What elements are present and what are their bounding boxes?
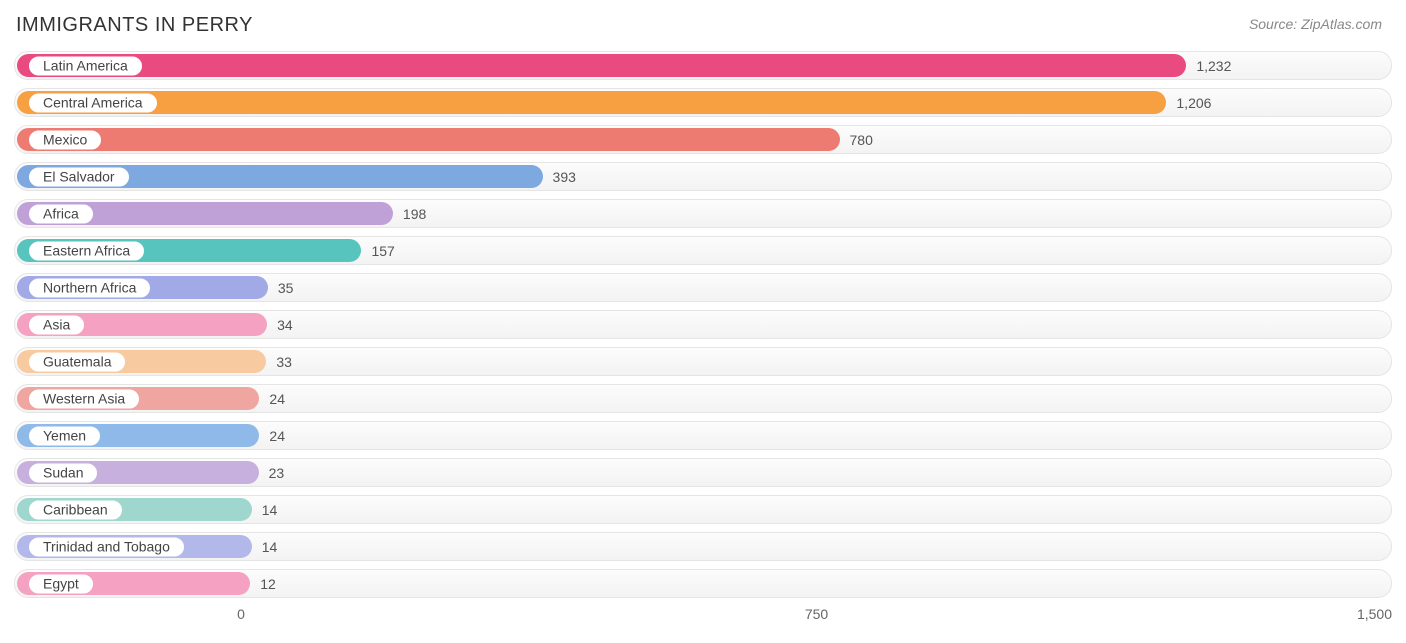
axis-tick: 750 [805,606,828,622]
bar-label-pill: El Salvador [28,166,130,187]
bar-label-pill: Trinidad and Tobago [28,536,185,557]
bar-value: 14 [262,539,278,555]
bar-label-pill: Guatemala [28,351,126,372]
bar-value: 157 [371,243,394,259]
bar-row: Yemen 24 [14,421,1392,450]
bar-row: Trinidad and Tobago 14 [14,532,1392,561]
bar-value: 24 [269,428,285,444]
bar-row: Asia 34 [14,310,1392,339]
bar-fill [17,54,1186,77]
bar-label-pill: Eastern Africa [28,240,145,261]
bar-row: Eastern Africa 157 [14,236,1392,265]
bar-row: Western Asia 24 [14,384,1392,413]
bar-value: 198 [403,206,426,222]
bar-value: 393 [553,169,576,185]
bar-value: 14 [262,502,278,518]
bar-label-pill: Yemen [28,425,101,446]
bar-label-pill: Latin America [28,55,143,76]
bar-label-pill: Northern Africa [28,277,151,298]
bar-row: Africa 198 [14,199,1392,228]
bar-label-pill: Caribbean [28,499,123,520]
bar-value: 12 [260,576,276,592]
bar-row: Sudan 23 [14,458,1392,487]
chart-source: Source: ZipAtlas.com [1249,16,1382,32]
bar-label-pill: Mexico [28,129,102,150]
bar-row: Guatemala 33 [14,347,1392,376]
bar-row: Caribbean 14 [14,495,1392,524]
bar-label-pill: Asia [28,314,85,335]
bars-area: Latin America 1,232 Central America 1,206 Me… [14,51,1392,598]
bar-row: Mexico 780 [14,125,1392,154]
bar-row: Northern Africa 35 [14,273,1392,302]
bar-value: 1,232 [1196,58,1231,74]
bar-value: 780 [850,132,873,148]
chart-title: IMMIGRANTS IN PERRY [16,14,1392,37]
bar-value: 23 [269,465,285,481]
bar-label-pill: Africa [28,203,94,224]
bar-label-pill: Western Asia [28,388,140,409]
x-axis: 0 750 1,500 [14,604,1392,628]
bar-fill [17,91,1166,114]
bar-value: 34 [277,317,293,333]
bar-value: 24 [269,391,285,407]
bar-label-pill: Egypt [28,573,94,594]
chart-container: IMMIGRANTS IN PERRY Source: ZipAtlas.com… [0,0,1406,643]
bar-fill [17,128,840,151]
bar-row: El Salvador 393 [14,162,1392,191]
bar-value: 33 [276,354,292,370]
bar-label-pill: Central America [28,92,158,113]
bar-value: 35 [278,280,294,296]
bar-row: Latin America 1,232 [14,51,1392,80]
bar-value: 1,206 [1176,95,1211,111]
axis-tick: 1,500 [1357,606,1392,622]
bar-row: Egypt 12 [14,569,1392,598]
bar-label-pill: Sudan [28,462,98,483]
bar-row: Central America 1,206 [14,88,1392,117]
axis-tick: 0 [237,606,245,622]
